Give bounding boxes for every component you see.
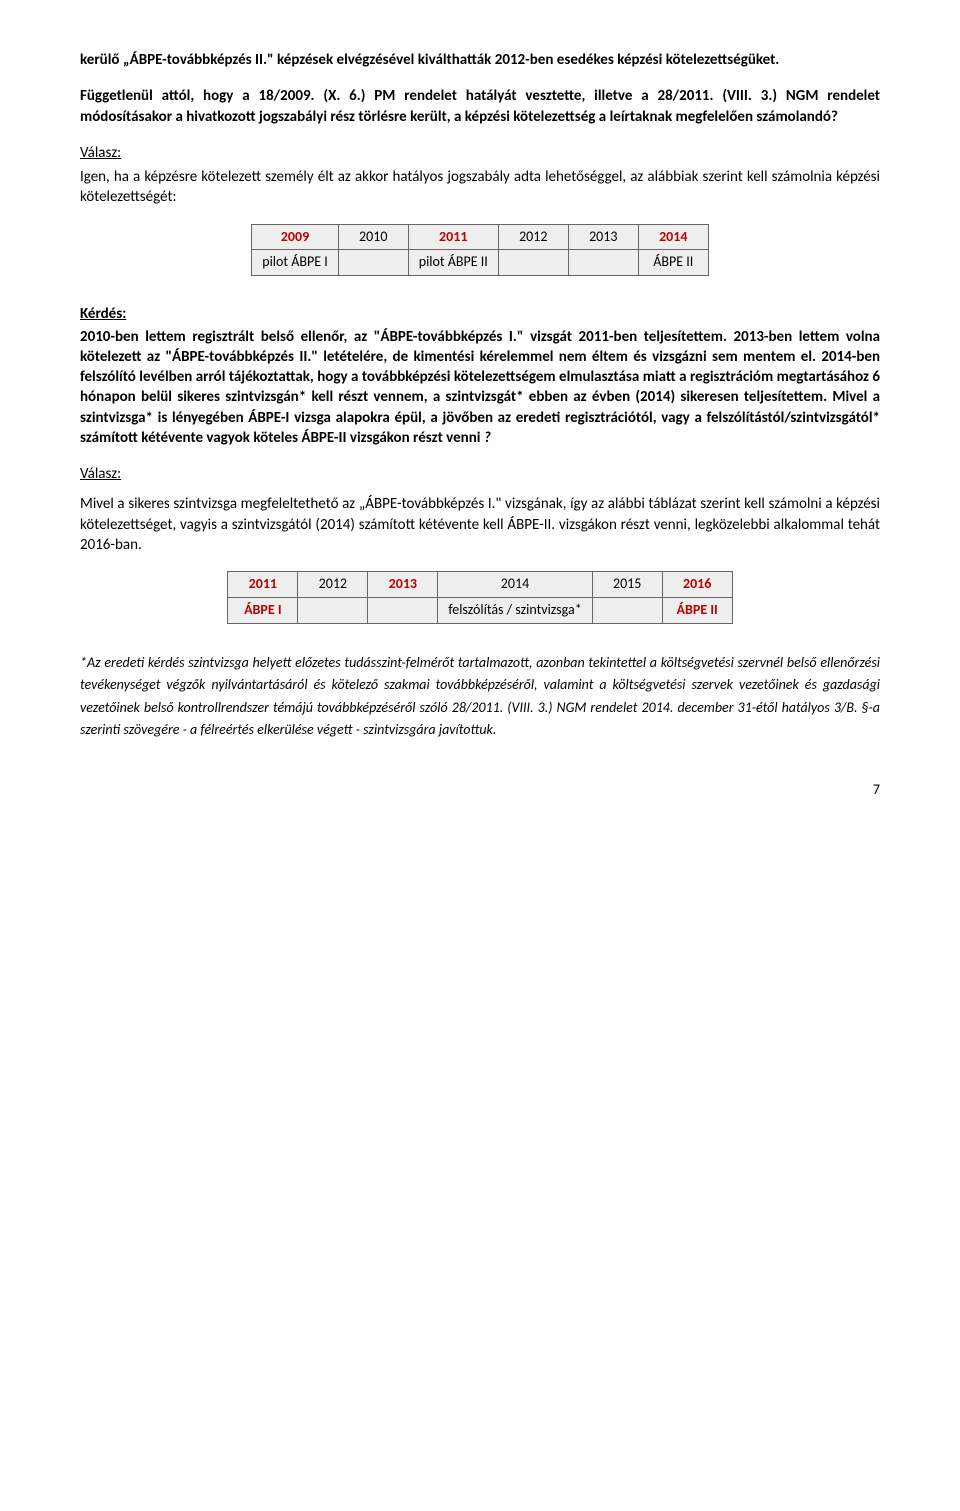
year-cell: 2011 (408, 224, 498, 250)
year-cell: 2012 (498, 224, 568, 250)
year-cell: 2015 (592, 572, 662, 598)
year-cell: 2013 (568, 224, 638, 250)
data-cell (368, 597, 438, 623)
page-number: 7 (80, 781, 880, 800)
question2-label: Kérdés: (80, 304, 880, 324)
year-cell: 2014 (638, 224, 708, 250)
data-cell: ÁBPE II (662, 597, 732, 623)
year-cell: 2013 (368, 572, 438, 598)
answer2-label: Válasz: (80, 464, 880, 484)
data-cell: pilot ÁBPE II (408, 250, 498, 276)
question2-qmark: ? (484, 429, 491, 447)
data-cell (298, 597, 368, 623)
table2: 2011 2012 2013 2014 2015 2016 ÁBPE I fel… (227, 571, 732, 624)
table-row: 2009 2010 2011 2012 2013 2014 (252, 224, 709, 250)
intro-p1: kerülő „ÁBPE-továbbképzés II." képzések … (80, 50, 880, 70)
year-cell: 2016 (662, 572, 732, 598)
data-cell (338, 250, 408, 276)
table-row: pilot ÁBPE I pilot ÁBPE II ÁBPE II (252, 250, 709, 276)
year-cell: 2009 (252, 224, 339, 250)
table2-wrap: 2011 2012 2013 2014 2015 2016 ÁBPE I fel… (80, 571, 880, 624)
data-cell: ÁBPE I (228, 597, 298, 623)
intro-p2: Függetlenül attól, hogy a 18/2009. (X. 6… (80, 86, 880, 127)
year-cell: 2014 (438, 572, 592, 598)
question2-text: 2010-ben lettem regisztrált belső ellenő… (80, 327, 880, 449)
data-cell (568, 250, 638, 276)
table1: 2009 2010 2011 2012 2013 2014 pilot ÁBPE… (251, 224, 709, 277)
year-cell: 2010 (338, 224, 408, 250)
footnote: *Az eredeti kérdés szintvizsga helyett e… (80, 652, 880, 742)
answer1-label: Válasz: (80, 143, 880, 163)
data-cell: felszólítás / szintvizsga* (438, 597, 592, 623)
question2-text-main: 2010-ben lettem regisztrált belső ellenő… (80, 328, 880, 447)
table-row: ÁBPE I felszólítás / szintvizsga* ÁBPE I… (228, 597, 732, 623)
year-cell: 2011 (228, 572, 298, 598)
answer2-text: Mivel a sikeres szintvizsga megfelelteth… (80, 494, 880, 555)
data-cell: pilot ÁBPE I (252, 250, 339, 276)
table1-wrap: 2009 2010 2011 2012 2013 2014 pilot ÁBPE… (80, 224, 880, 277)
year-cell: 2012 (298, 572, 368, 598)
data-cell (498, 250, 568, 276)
data-cell (592, 597, 662, 623)
table-row: 2011 2012 2013 2014 2015 2016 (228, 572, 732, 598)
answer1-text: Igen, ha a képzésre kötelezett személy é… (80, 167, 880, 208)
data-cell: ÁBPE II (638, 250, 708, 276)
